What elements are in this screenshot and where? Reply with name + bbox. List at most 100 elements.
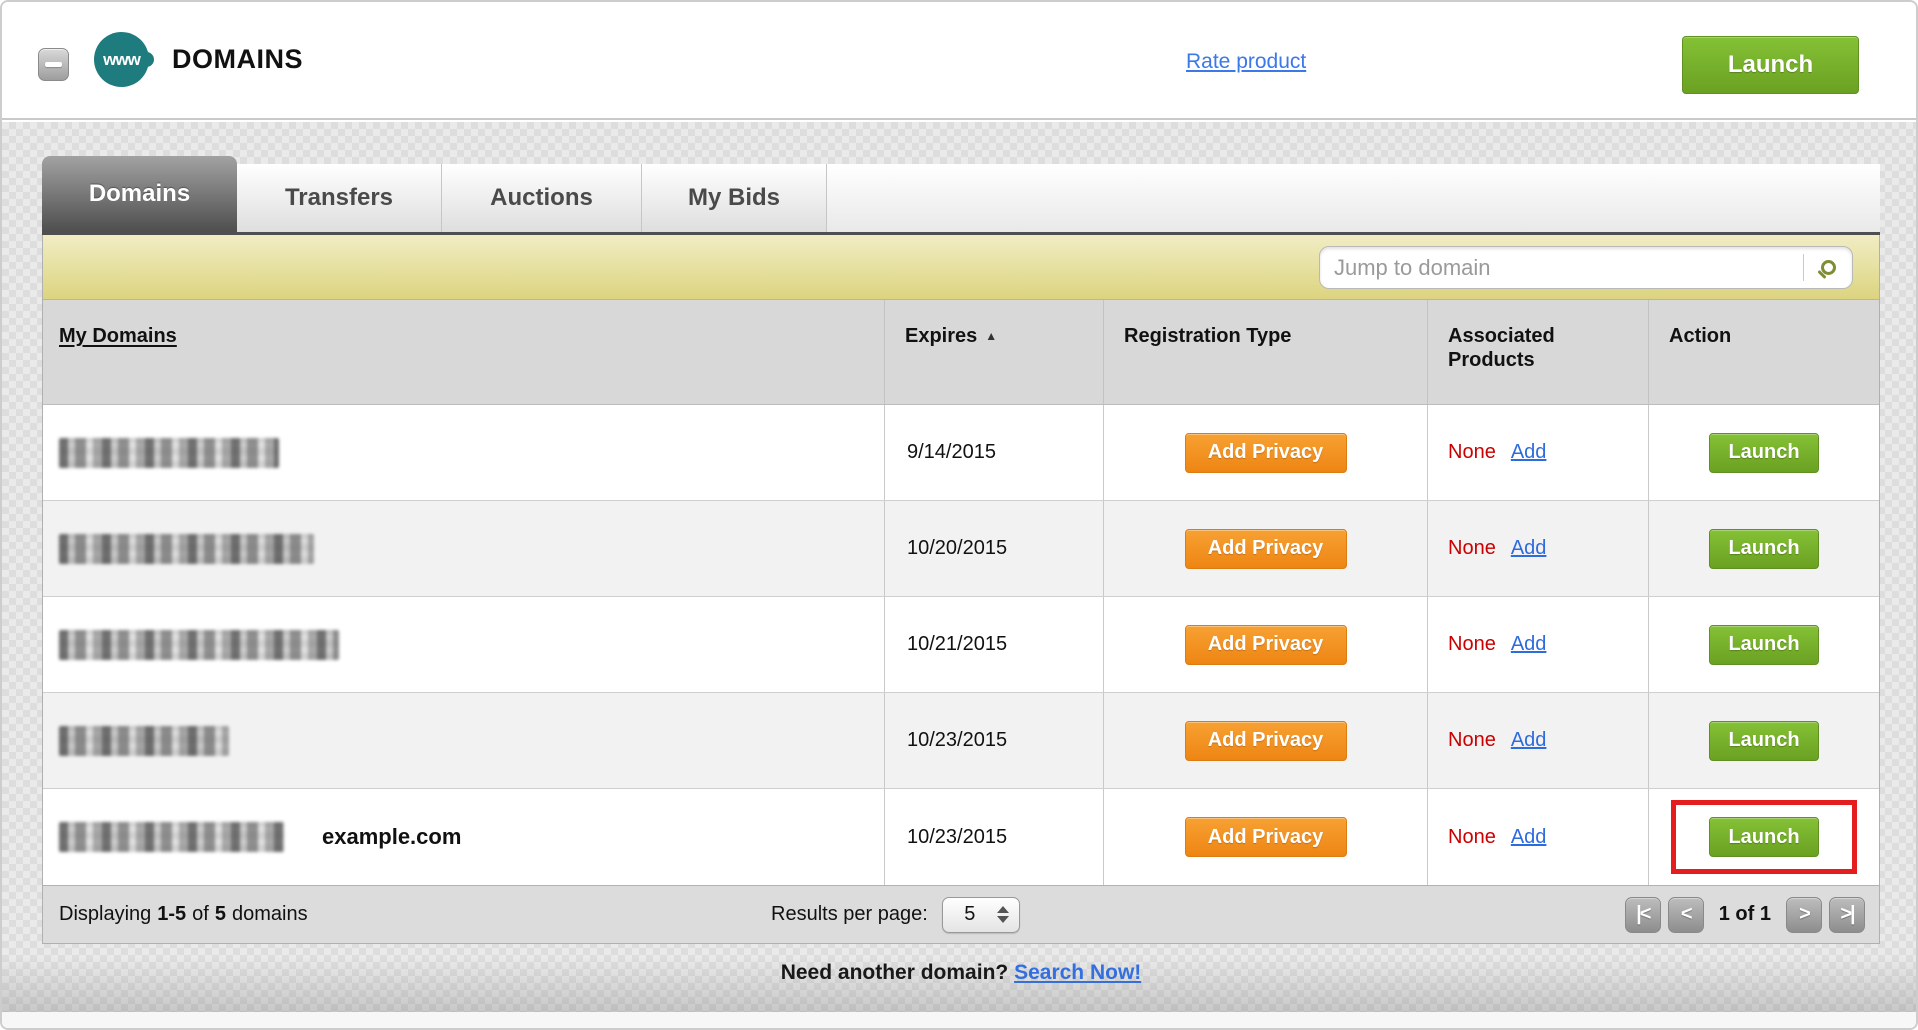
- rate-product-link[interactable]: Rate product: [1186, 50, 1307, 73]
- expires-date: 10/21/2015: [907, 633, 1008, 655]
- add-product-link[interactable]: Add: [1510, 825, 1547, 848]
- launch-button-wrapper: Launch: [1709, 720, 1819, 761]
- redacted-domain-name: [59, 533, 314, 564]
- associated-products-cell: None Add: [1427, 501, 1648, 596]
- domain-cell: example.com: [43, 789, 884, 885]
- associated-products-value: None: [1448, 441, 1496, 463]
- expires-cell: 10/23/2015: [884, 693, 1103, 788]
- search-submit[interactable]: [1804, 260, 1852, 275]
- domain-cell: [43, 501, 884, 596]
- row-launch-button[interactable]: Launch: [1709, 817, 1819, 857]
- search-now-link[interactable]: Search Now!: [1014, 961, 1142, 984]
- search-icon: [1820, 260, 1836, 275]
- registration-type-cell: Add Privacy: [1103, 789, 1427, 885]
- tab-transfers[interactable]: Transfers: [237, 164, 442, 232]
- page-status: 1 of 1: [1718, 903, 1771, 925]
- tab-bar: Domains Transfers Auctions My Bids: [42, 156, 1880, 235]
- tab-bar-filler: [827, 164, 1880, 232]
- launch-button-wrapper: Launch: [1709, 432, 1819, 473]
- action-cell: Launch: [1648, 693, 1879, 788]
- table-row: 10/20/2015 Add Privacy None Add Launch: [43, 501, 1879, 597]
- redacted-domain-name: [59, 725, 229, 756]
- redacted-domain-name: [59, 629, 339, 660]
- tab-my-bids[interactable]: My Bids: [642, 164, 827, 232]
- column-header-action: Action: [1669, 325, 1732, 347]
- displaying-label: Displaying: [59, 903, 152, 925]
- associated-products-value: None: [1448, 729, 1496, 751]
- search-input[interactable]: [1320, 254, 1803, 281]
- expires-cell: 10/20/2015: [884, 501, 1103, 596]
- add-product-link[interactable]: Add: [1510, 633, 1547, 655]
- add-privacy-button[interactable]: Add Privacy: [1184, 432, 1347, 473]
- associated-products-cell: None Add: [1427, 693, 1648, 788]
- next-page-button[interactable]: >: [1786, 896, 1822, 933]
- tab-auctions[interactable]: Auctions: [442, 164, 642, 232]
- table-row: 9/14/2015 Add Privacy None Add Launch: [43, 405, 1879, 501]
- first-page-button[interactable]: |<: [1624, 896, 1661, 933]
- search-prompt: Need another domain? Search Now!: [42, 961, 1880, 985]
- www-icon-label: www: [103, 49, 141, 69]
- associated-products-value: None: [1448, 825, 1496, 848]
- displaying-status: Displaying 1-5 of 5 domains: [59, 886, 308, 943]
- table-body: 9/14/2015 Add Privacy None Add Launch 10…: [43, 405, 1879, 885]
- launch-button-wrapper: Launch: [1671, 800, 1857, 874]
- domain-cell: [43, 405, 884, 500]
- add-privacy-button[interactable]: Add Privacy: [1184, 624, 1347, 665]
- expires-cell: 10/21/2015: [884, 597, 1103, 692]
- domain-cell: [43, 597, 884, 692]
- collapse-button[interactable]: [38, 48, 69, 81]
- expires-cell: 9/14/2015: [884, 405, 1103, 500]
- header-launch-button[interactable]: Launch: [1682, 36, 1859, 94]
- add-privacy-button[interactable]: Add Privacy: [1184, 528, 1347, 569]
- associated-products-value: None: [1448, 633, 1496, 655]
- add-privacy-button[interactable]: Add Privacy: [1184, 817, 1347, 857]
- results-per-page: Results per page: 5: [771, 886, 1020, 943]
- domains-product-icon: www: [94, 32, 154, 87]
- expires-date: 10/23/2015: [907, 825, 1008, 848]
- stepper-down-icon: [996, 916, 1009, 923]
- associated-products-cell: None Add: [1427, 789, 1648, 885]
- row-launch-button[interactable]: Launch: [1709, 720, 1819, 761]
- redacted-domain-name: [59, 437, 279, 468]
- results-per-page-value: 5: [964, 903, 976, 925]
- add-product-link[interactable]: Add: [1510, 537, 1547, 559]
- add-product-link[interactable]: Add: [1510, 729, 1547, 751]
- table-panel: My Domains Expires ▲ Registration Type As…: [42, 235, 1880, 944]
- table-row: example.com 10/23/2015 Add Privacy None …: [43, 789, 1879, 885]
- add-product-link[interactable]: Add: [1510, 441, 1547, 463]
- results-per-page-select[interactable]: 5: [941, 896, 1020, 933]
- search-box: [1319, 246, 1853, 289]
- stepper-icon: [996, 906, 1019, 923]
- column-header-associated-products: Associated Products: [1448, 325, 1555, 371]
- tab-domains[interactable]: Domains: [42, 156, 237, 232]
- bottom-strip: [2, 1012, 1916, 1028]
- domain-label: example.com: [322, 824, 462, 849]
- domain-cell: [43, 693, 884, 788]
- row-launch-button[interactable]: Launch: [1709, 432, 1819, 473]
- prev-page-button[interactable]: <: [1667, 896, 1704, 933]
- displaying-range: 1-5: [157, 903, 187, 925]
- column-header-expires[interactable]: Expires: [905, 325, 978, 347]
- action-cell: Launch: [1648, 789, 1879, 885]
- domains-panel: Domains Transfers Auctions My Bids: [42, 156, 1880, 944]
- last-page-button[interactable]: >|: [1829, 896, 1865, 933]
- stepper-up-icon: [996, 906, 1009, 913]
- results-per-page-label: Results per page:: [771, 903, 928, 925]
- associated-products-cell: None Add: [1427, 405, 1648, 500]
- expires-date: 10/23/2015: [907, 729, 1008, 751]
- page-title: DOMAINS: [172, 44, 303, 74]
- add-privacy-button[interactable]: Add Privacy: [1184, 720, 1347, 761]
- row-launch-button[interactable]: Launch: [1709, 528, 1819, 569]
- launch-button-wrapper: Launch: [1709, 624, 1819, 665]
- action-cell: Launch: [1648, 405, 1879, 500]
- sort-asc-icon: ▲: [985, 329, 998, 343]
- pagination: |< < 1 of 1 > >|: [1624, 886, 1865, 943]
- table-header-row: My Domains Expires ▲ Registration Type As…: [43, 300, 1879, 405]
- expires-date: 9/14/2015: [907, 441, 996, 463]
- table-row: 10/23/2015 Add Privacy None Add Launch: [43, 693, 1879, 789]
- registration-type-cell: Add Privacy: [1103, 597, 1427, 692]
- column-header-my-domains[interactable]: My Domains: [59, 325, 177, 347]
- registration-type-cell: Add Privacy: [1103, 501, 1427, 596]
- row-launch-button[interactable]: Launch: [1709, 624, 1819, 665]
